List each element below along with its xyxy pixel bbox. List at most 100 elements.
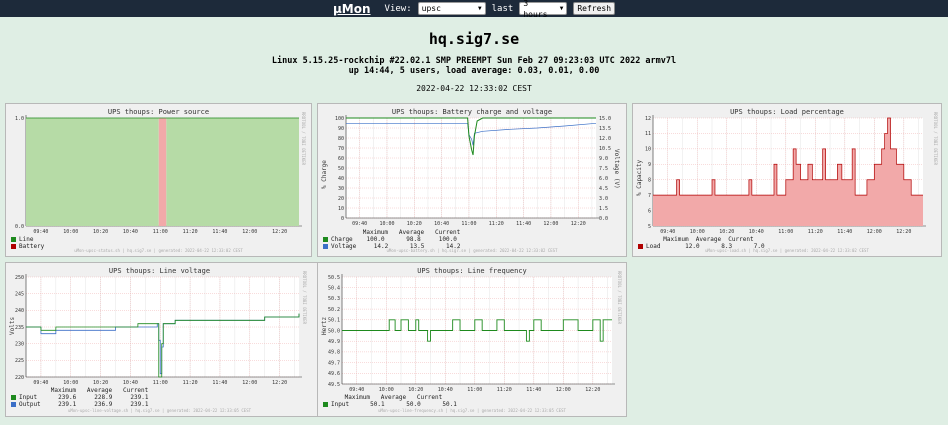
legend-label: Input	[19, 394, 38, 401]
y-tick-label: 1.0	[15, 116, 24, 122]
graph-load[interactable]: UPS thoups: Load percentage 5 6 7 8 9 10 11 12 0…	[632, 103, 942, 257]
x-tick-label: 09:40	[352, 221, 367, 227]
y-tick-label-right: 3.0	[599, 196, 608, 202]
legend-swatch	[11, 237, 16, 242]
y-tick-label-right: 12.0	[599, 136, 611, 142]
x-tick-label: 10:00	[690, 229, 705, 235]
graph-title: UPS thoups: Battery charge and voltage	[391, 108, 553, 116]
uname-line: Linux 5.15.25-rockchip #22.02.1 SMP PREE…	[271, 56, 677, 66]
series-load-area	[653, 118, 923, 226]
app-logo[interactable]: µMon	[332, 1, 371, 16]
x-tick-label: 09:40	[349, 387, 364, 393]
x-tick-label: 11:00	[153, 229, 168, 235]
power-source-chart: 0.0 1.0 09:40 10:00 10:20 10:40 11:00 11:20 11:4…	[15, 115, 302, 235]
y-tick-label: 6	[648, 208, 651, 214]
y-tick-label: 30	[338, 186, 344, 192]
legend-label: Output	[19, 401, 41, 408]
y-tick-label: 49.6	[328, 371, 340, 377]
last-label: last	[491, 3, 514, 14]
graph-power-source[interactable]: UPS thoups: Power source 0.0 1.0 09:40 10:0…	[5, 103, 312, 257]
uptime-line: up 14:44, 5 users, load average: 0.03, 0…	[348, 66, 600, 76]
y-tick-label: 90	[338, 126, 344, 132]
y-tick-label-right: 13.5	[599, 126, 611, 132]
legend-swatch	[11, 395, 16, 400]
y-tick-label: 50.4	[328, 286, 340, 292]
legend-label: Input	[331, 401, 350, 408]
graph-legend: Input 239.6 228.9 239.1 Output 239.1 236…	[11, 394, 148, 408]
top-bar: µMon View: upsc ▼ last 3 hours ▼ Refresh	[0, 0, 948, 19]
graph-side-label: RRDTOOL / TOBI OETIKER	[302, 271, 307, 324]
legend-stats: 12.0 8.3 7.0	[663, 243, 765, 250]
x-tick-label: 12:00	[242, 380, 257, 386]
legend-item-voltage: Voltage 14.2 13.5 14.2	[323, 243, 460, 250]
legend-item-input: Input 239.6 228.9 239.1	[11, 394, 148, 401]
current-date: 2022-04-22 12:33:02 CEST	[416, 84, 532, 93]
legend-label: Battery	[19, 243, 45, 250]
x-tick-label: 11:20	[183, 380, 198, 386]
y-tick-label: 20	[338, 196, 344, 202]
x-tick-label: 10:40	[123, 380, 138, 386]
graph-legend: Load 12.0 8.3 7.0	[638, 243, 765, 250]
x-tick-label: 12:20	[571, 221, 586, 227]
legend-item-load: Load 12.0 8.3 7.0	[638, 243, 765, 250]
legend-swatch	[11, 244, 16, 249]
x-tick-label: 12:00	[543, 221, 558, 227]
graph-line-frequency[interactable]: UPS thoups: Line frequency 49.5 49.6 49.7 4…	[317, 262, 627, 417]
refresh-button[interactable]: Refresh	[573, 2, 616, 15]
legend-stats: 100.0 98.8 100.0	[355, 236, 457, 243]
legend-item-battery: Battery	[11, 243, 44, 250]
y-tick-label: 245	[15, 291, 24, 297]
period-select[interactable]: 3 hours ▼	[519, 0, 568, 19]
y-axis-label: % Capacity	[636, 159, 643, 196]
y-tick-label: 49.7	[328, 360, 340, 366]
series-line-area	[26, 118, 159, 226]
y-tick-label: 50.5	[328, 275, 340, 281]
x-tick-label: 10:40	[123, 229, 138, 235]
y-tick-label: 49.9	[328, 339, 340, 345]
x-tick-label: 10:20	[408, 387, 423, 393]
view-select-value: upsc	[421, 4, 441, 13]
stats-header: Maximum Average Current	[638, 236, 754, 243]
view-label: View:	[384, 3, 412, 14]
x-tick-label: 11:40	[212, 229, 227, 235]
legend-item-charge: Charge 100.0 98.8 100.0	[323, 236, 460, 243]
y-tick-label: 50.2	[328, 307, 340, 313]
x-tick-label: 11:00	[778, 229, 793, 235]
legend-swatch	[638, 244, 643, 249]
y-tick-label: 240	[15, 308, 24, 314]
y-tick-label-right: 1.5	[599, 206, 608, 212]
series-battery-area	[158, 118, 167, 226]
y-tick-label-right: 9.0	[599, 156, 608, 162]
y-tick-label-right: 7.5	[599, 166, 608, 172]
y-tick-label: 70	[338, 146, 344, 152]
host-title: hq.sig7.se	[428, 30, 520, 48]
x-tick-label: 11:40	[837, 229, 852, 235]
y-tick-label: 100	[335, 116, 344, 122]
y-tick-label-right: 0.0	[599, 216, 608, 222]
x-tick-label: 11:20	[183, 229, 198, 235]
x-tick-label: 10:20	[93, 229, 108, 235]
legend-swatch	[323, 402, 328, 407]
x-tick-label: 11:00	[153, 380, 168, 386]
y-tick-label: 10	[338, 206, 344, 212]
chevron-down-icon: ▼	[478, 5, 482, 12]
graph-battery[interactable]: UPS thoups: Battery charge and voltage 0…	[317, 103, 627, 257]
view-select[interactable]: upsc ▼	[417, 2, 486, 15]
y-tick-label: 50	[338, 166, 344, 172]
x-tick-label: 11:00	[467, 387, 482, 393]
graph-title: UPS thoups: Line frequency	[417, 267, 527, 275]
graph-footer: uMon-upsc-battery.sh | hq.sig7.se | gene…	[386, 248, 558, 253]
legend-item-line: Line	[11, 236, 44, 243]
x-tick-label: 10:00	[63, 229, 78, 235]
graph-footer: uMon-upsc-status.sh | hq.sig7.se | gener…	[74, 248, 243, 253]
x-tick-label: 10:20	[93, 380, 108, 386]
y-tick-label: 9	[648, 162, 651, 168]
x-tick-label: 11:20	[808, 229, 823, 235]
x-tick-label: 12:20	[896, 229, 911, 235]
legend-swatch	[323, 237, 328, 242]
y-tick-label: 0.0	[15, 224, 24, 230]
graph-side-label: RRDTOOL / TOBI OETIKER	[301, 112, 306, 165]
system-info: Linux 5.15.25-rockchip #22.02.1 SMP PREE…	[0, 56, 948, 76]
x-tick-label: 12:20	[272, 229, 287, 235]
legend-swatch	[323, 244, 328, 249]
